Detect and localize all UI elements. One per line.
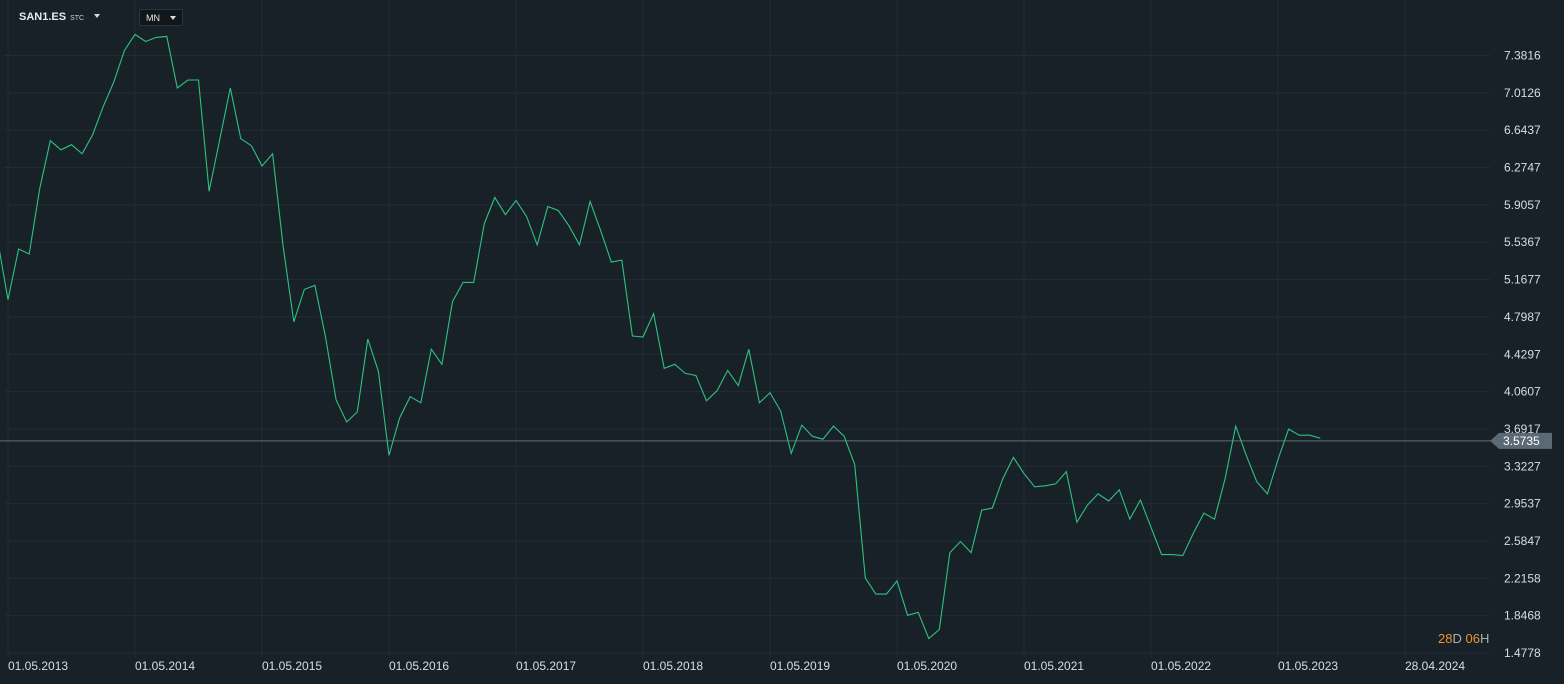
y-tick-label: 5.9057 bbox=[1504, 198, 1541, 212]
timeframe-label: MN bbox=[146, 12, 160, 23]
y-tick-label: 7.0126 bbox=[1504, 86, 1541, 100]
y-tick-label: 2.2158 bbox=[1504, 571, 1541, 585]
x-tick-label: 01.05.2023 bbox=[1278, 659, 1338, 673]
y-tick-label: 4.7987 bbox=[1504, 310, 1541, 324]
countdown-days-unit: D bbox=[1452, 631, 1462, 646]
y-tick-label: 5.5367 bbox=[1504, 235, 1541, 249]
x-tick-label: 01.05.2015 bbox=[262, 659, 322, 673]
timeframe-selector[interactable]: MN bbox=[139, 9, 183, 26]
price-series-line bbox=[0, 33, 1321, 640]
y-tick-label: 6.2747 bbox=[1504, 161, 1541, 175]
x-tick-label: 01.05.2018 bbox=[643, 659, 703, 673]
y-tick-label: 7.3816 bbox=[1504, 49, 1541, 63]
chart-toolbar: SAN1.ES STC MN bbox=[0, 0, 1564, 36]
y-tick-label: 1.4778 bbox=[1504, 646, 1541, 660]
y-tick-label: 4.4297 bbox=[1504, 347, 1541, 361]
last-price-tag bbox=[1490, 432, 1552, 449]
y-tick-label: 3.6917 bbox=[1504, 422, 1541, 436]
x-tick-label: 01.05.2019 bbox=[770, 659, 830, 673]
chart-grid bbox=[4, 0, 1490, 658]
y-tick-label: 3.3227 bbox=[1504, 459, 1541, 473]
countdown-hours-unit: H bbox=[1479, 631, 1490, 646]
symbol-name: SAN1.ES bbox=[19, 11, 67, 23]
chevron-down-icon bbox=[94, 14, 101, 18]
y-tick-label: 4.0607 bbox=[1504, 385, 1541, 399]
countdown-days: 28 bbox=[1438, 631, 1453, 646]
last-price-label: 3.5735 bbox=[1490, 432, 1552, 449]
x-tick-label: 01.05.2022 bbox=[1151, 659, 1211, 673]
countdown-hours: 06 bbox=[1465, 631, 1480, 646]
y-tick-label: 2.5847 bbox=[1504, 534, 1541, 548]
x-tick-label: 28.04.2024 bbox=[1405, 659, 1465, 673]
y-axis: 7.3816 7.0126 6.6437 6.2747 5.9057 5.5367 5.16… bbox=[1504, 49, 1541, 661]
last-price-value: 3.5735 bbox=[1503, 434, 1540, 448]
x-tick-label: 01.05.2017 bbox=[516, 659, 576, 673]
bar-countdown: 28D 06H bbox=[1438, 631, 1489, 646]
y-tick-label: 5.1677 bbox=[1504, 273, 1541, 287]
x-tick-label: 01.05.2013 bbox=[8, 659, 68, 673]
x-tick-label: 01.05.2016 bbox=[389, 659, 449, 673]
chevron-down-icon bbox=[170, 15, 176, 20]
x-axis: 01.05.2013 01.05.2014 01.05.2015 01.05.2016… bbox=[8, 659, 1465, 673]
x-tick-label: 01.05.2014 bbox=[135, 659, 195, 673]
y-tick-label: 2.9537 bbox=[1504, 497, 1541, 511]
x-tick-label: 01.05.2020 bbox=[897, 659, 957, 673]
y-tick-label: 6.6437 bbox=[1504, 123, 1541, 137]
x-tick-label: 01.05.2021 bbox=[1024, 659, 1084, 673]
symbol-type: STC bbox=[70, 15, 85, 22]
y-tick-label: 1.8468 bbox=[1504, 609, 1541, 623]
symbol-selector[interactable]: SAN1.ES STC bbox=[19, 11, 101, 23]
